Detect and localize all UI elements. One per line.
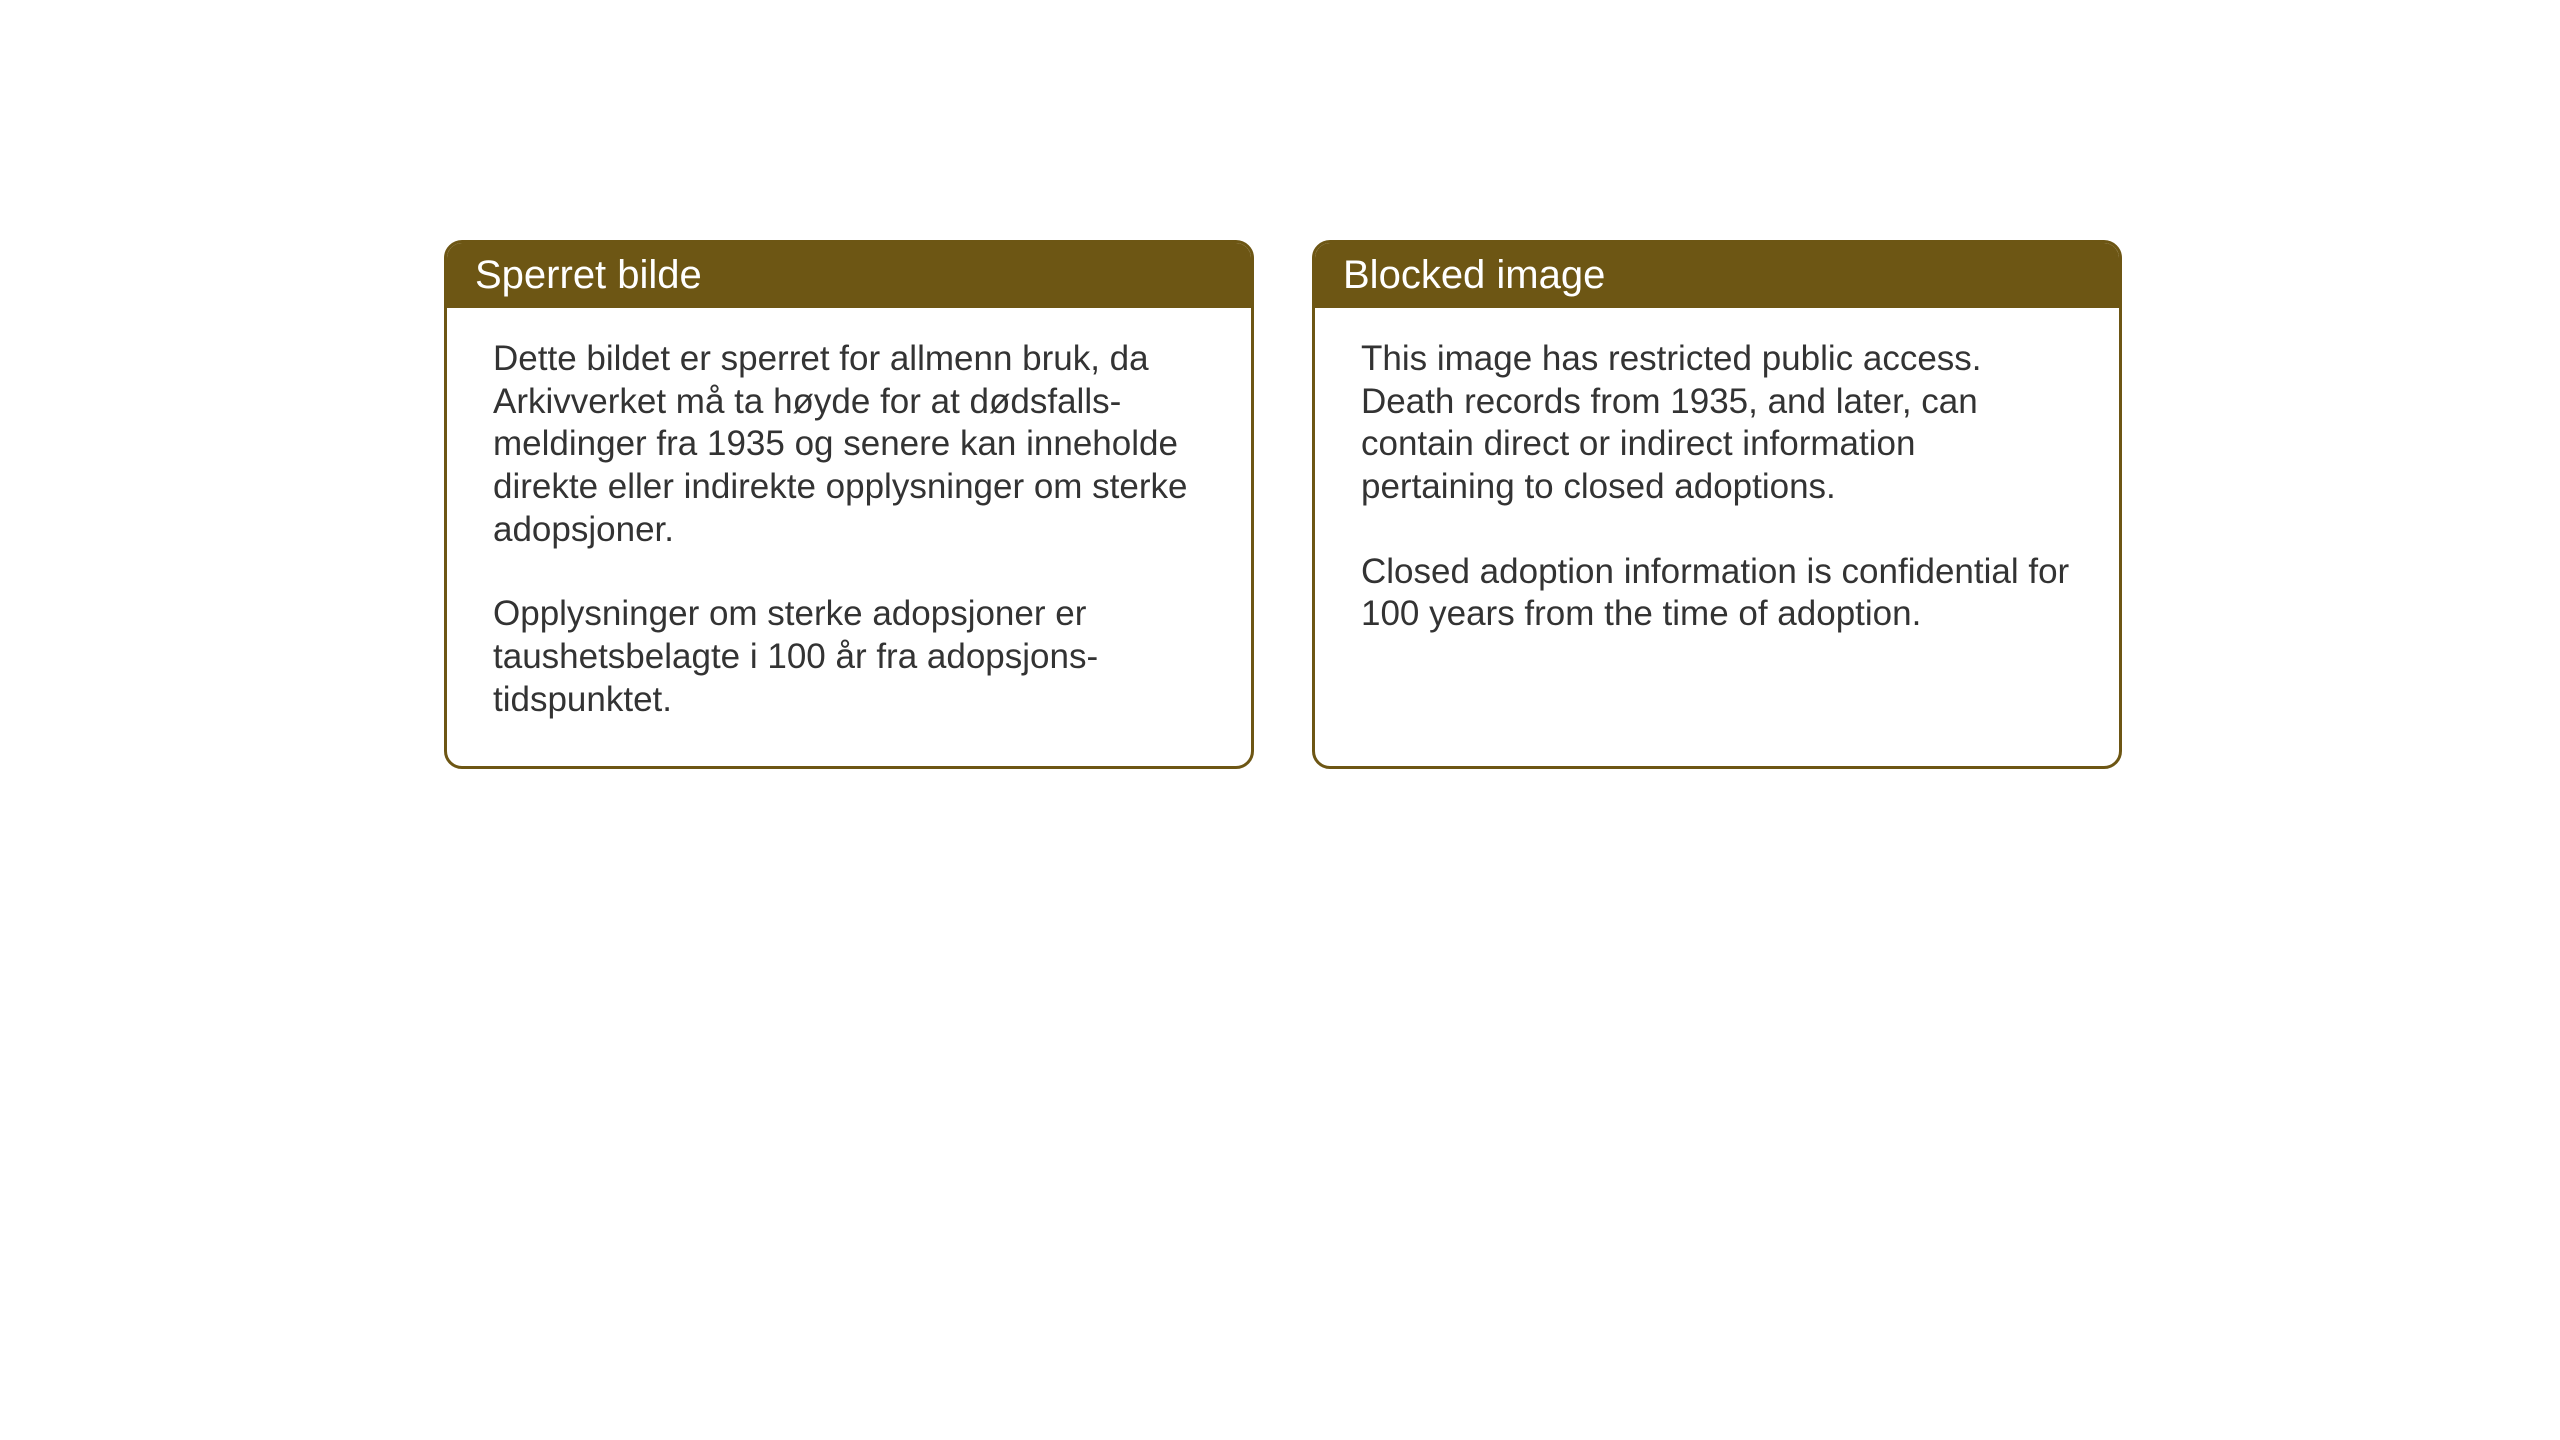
card-header: Sperret bilde (447, 243, 1251, 308)
card-paragraph: This image has restricted public access.… (1361, 338, 2073, 509)
card-title: Sperret bilde (475, 253, 702, 297)
card-header: Blocked image (1315, 243, 2119, 308)
notice-container: Sperret bilde Dette bildet er sperret fo… (444, 240, 2122, 769)
card-body: Dette bildet er sperret for allmenn bruk… (447, 308, 1251, 766)
notice-card-norwegian: Sperret bilde Dette bildet er sperret fo… (444, 240, 1254, 769)
card-paragraph: Dette bildet er sperret for allmenn bruk… (493, 338, 1205, 551)
notice-card-english: Blocked image This image has restricted … (1312, 240, 2122, 769)
card-body: This image has restricted public access.… (1315, 308, 2119, 680)
card-paragraph: Opplysninger om sterke adopsjoner er tau… (493, 593, 1205, 721)
card-title: Blocked image (1343, 253, 1605, 297)
card-paragraph: Closed adoption information is confident… (1361, 551, 2073, 636)
